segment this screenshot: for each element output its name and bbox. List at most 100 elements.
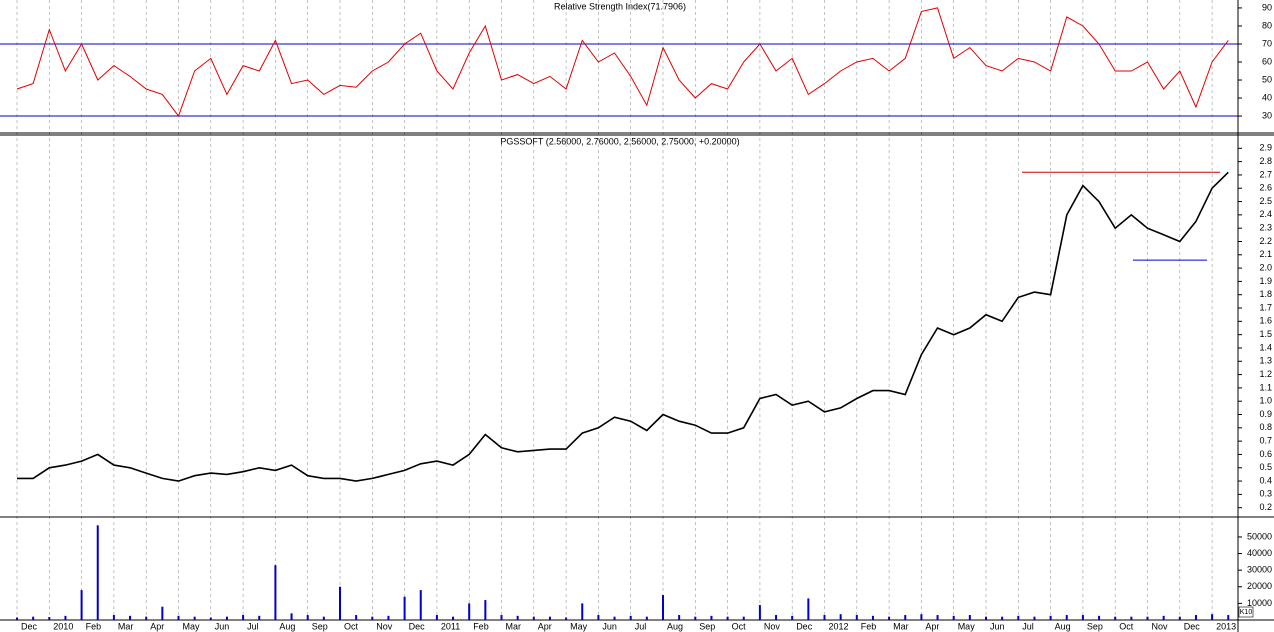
bar [710,615,713,620]
bar [532,616,535,620]
x-tick-label: 2010 [53,621,73,631]
y-tick-label: 2.8 [1259,156,1272,166]
x-tick-label: Apr [925,621,939,631]
bar [193,616,196,620]
bar [322,616,325,620]
y-tick-label: 1.7 [1259,302,1272,312]
x-tick-label: Dec [796,621,813,631]
x-tick-label: Sep [1087,621,1103,631]
x-tick-label: Mar [893,621,909,631]
bar [403,596,406,620]
x-tick-label: 2012 [829,621,849,631]
bar [629,615,632,620]
bar [985,616,987,620]
data-line [17,171,1229,482]
x-tick-label: Oct [1119,621,1134,631]
bar [258,615,261,620]
y-tick-label: 0.6 [1259,449,1272,459]
x-tick-label: Mar [506,621,522,631]
bar [177,615,180,620]
y-tick-label: 40 [1262,92,1272,102]
bar [597,615,600,620]
bar [952,615,955,620]
bar [807,598,810,620]
x-tick-label: Oct [732,621,747,631]
y-tick-label: 2.0 [1259,262,1272,272]
bar [1098,615,1101,620]
bar [306,615,309,620]
y-tick-label: 1.0 [1259,396,1272,406]
bar [694,616,697,620]
y-tick-label: 2.7 [1259,169,1272,179]
bar [371,616,374,620]
y-tick-label: 50 [1262,74,1272,84]
bar [839,614,842,620]
bar [32,616,35,620]
bar [80,590,83,620]
y-tick-label: 50000 [1247,531,1272,541]
y-tick-label: 2.9 [1259,143,1272,153]
bar [339,586,341,620]
y-tick-label: 1.5 [1259,329,1272,339]
bar [548,616,551,620]
y-tick-label: 0.9 [1259,409,1272,419]
bar [662,595,664,620]
x-tick-label: Jul [247,621,259,631]
chart-title: PGSSOFT (2.56000, 2.76000, 2.56000, 2.75… [500,136,739,146]
y-tick-label: 0.5 [1259,462,1272,472]
bar [1227,615,1230,620]
bar [823,615,826,620]
bar [161,606,164,620]
x-tick-label: Apr [538,621,552,631]
chart-title: Relative Strength Index(71.7906) [554,1,686,11]
bar [855,615,858,620]
x-tick-label: Feb [86,621,102,631]
x-tick-label: Jun [602,621,617,631]
bar [242,615,245,620]
x-tick-label: Mar [118,621,134,631]
bar [581,603,584,620]
bar [742,616,745,620]
bar [758,605,761,620]
bar [678,615,681,620]
bar [1081,615,1084,620]
y-tick-label: 0.7 [1259,436,1272,446]
x-tick-label: Jul [1022,621,1034,631]
bar [1194,615,1197,620]
y-tick-label: 0.4 [1259,475,1272,485]
x-tick-label: Aug [279,621,295,631]
y-tick-label: 80 [1262,20,1272,30]
data-line [16,7,1229,118]
unit-label: K10 [1240,609,1253,616]
y-tick-label: 2.6 [1259,183,1272,193]
y-tick-label: 1.8 [1259,289,1272,299]
bar [1178,616,1181,620]
bar [387,615,390,620]
x-tick-label: Nov [764,621,781,631]
y-tick-label: 1.4 [1259,342,1272,352]
bar [1049,615,1052,620]
bar [1114,616,1117,620]
bar [96,525,99,620]
bar [888,616,891,620]
y-tick-label: 0.3 [1259,489,1272,499]
y-tick-label: 30 [1262,110,1272,120]
bar [48,617,51,620]
y-tick-label: 60 [1262,56,1272,66]
bar [1146,616,1149,620]
bar [145,616,148,620]
x-tick-label: Sep [312,621,328,631]
x-tick-label: May [958,621,976,631]
unit-box [1238,606,1254,618]
x-tick-label: Jun [990,621,1005,631]
x-tick-label: Apr [150,621,164,631]
bar [468,603,471,620]
bar [435,615,438,620]
bar [64,615,67,620]
bar [726,616,729,620]
x-tick-label: Feb [861,621,877,631]
bar [1162,615,1165,620]
x-tick-label: Dec [1184,621,1201,631]
x-tick-label: Sep [699,621,715,631]
